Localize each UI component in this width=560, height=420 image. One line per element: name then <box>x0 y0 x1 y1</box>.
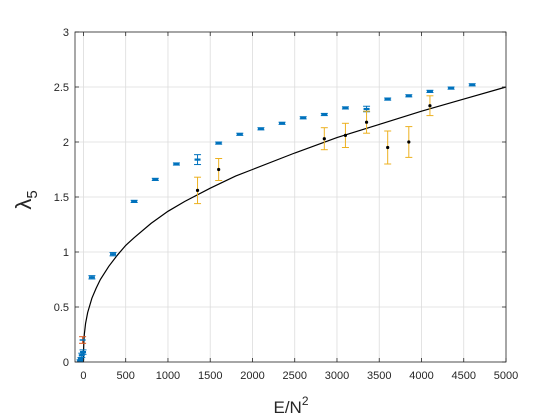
orange-data-point <box>363 110 371 134</box>
x-axis-title: E/N2 <box>273 394 308 417</box>
x-tick-label: 3000 <box>325 370 349 382</box>
blue-data-point <box>447 86 455 90</box>
orange-data-point <box>320 127 328 151</box>
x-tick-label: 500 <box>117 370 135 382</box>
blue-data-point <box>109 252 117 257</box>
black-dot-marker <box>217 167 221 172</box>
y-tick-label: 1 <box>63 247 69 259</box>
y-tick-label: 1.5 <box>54 192 69 204</box>
blue-data-point <box>426 89 434 93</box>
x-tick-label: 5000 <box>494 370 518 382</box>
black-dot-marker <box>428 104 432 108</box>
black-dot-marker <box>364 120 369 124</box>
blue-data-point <box>88 275 96 280</box>
y-axis-title: λ5 <box>11 190 41 209</box>
blue-data-point <box>299 116 307 120</box>
y-tick-label: 3 <box>63 27 69 39</box>
blue-data-point <box>320 112 328 117</box>
blue-data-point <box>278 121 286 125</box>
x-axis-title-superscript: 2 <box>302 394 309 408</box>
y-tick-label: 2 <box>63 137 69 149</box>
orange-data-point <box>341 122 349 148</box>
blue-data-point <box>151 177 159 181</box>
black-dot-marker <box>322 137 326 141</box>
x-tick-label: 4000 <box>409 370 433 382</box>
black-dot-marker <box>343 133 348 137</box>
blue-data-point <box>405 94 413 98</box>
fit-layer <box>82 86 507 363</box>
blue-data-point <box>194 154 202 166</box>
orange-data-point <box>384 130 392 165</box>
x-tick-label: 1000 <box>156 370 180 382</box>
orange-data-point <box>405 126 413 158</box>
black-dot-marker <box>407 140 411 144</box>
blue-data-point <box>130 199 138 203</box>
blue-data-point <box>215 141 223 145</box>
orange-data-point <box>215 158 223 181</box>
y-tick-label: 2.5 <box>54 82 69 94</box>
orange-data-point <box>426 95 434 117</box>
orange-data-point <box>194 176 202 205</box>
blue-data-point <box>468 83 476 87</box>
y-axis-title-subscript: 5 <box>24 190 41 198</box>
blue-data-point <box>384 97 392 101</box>
ticks <box>75 31 507 363</box>
y-tick-label: 0.5 <box>54 302 69 314</box>
x-tick-label: 3500 <box>367 370 391 382</box>
blue-data-point <box>172 162 180 166</box>
blue-data-point <box>341 106 349 110</box>
x-tick-label: 0 <box>80 370 86 382</box>
blue-data-point <box>257 127 265 131</box>
blue-data-point <box>79 349 87 355</box>
black-dot-marker <box>386 145 390 150</box>
x-tick-label: 2500 <box>282 370 306 382</box>
red-data-point <box>79 336 87 344</box>
blue-data-point <box>236 132 244 136</box>
x-tick-label: 1500 <box>198 370 222 382</box>
tick-labels: 0 500 1000 1500 2000 2500 3000 3500 4000 4500 5000… <box>54 27 519 382</box>
fit-curve <box>82 86 507 363</box>
y-axis-title-base: λ <box>11 199 36 210</box>
x-tick-label: 2000 <box>240 370 264 382</box>
black-dot-marker <box>195 188 200 192</box>
y-tick-label: 0 <box>63 357 69 369</box>
x-axis-title-base: E/N <box>273 398 301 417</box>
x-tick-label: 4500 <box>452 370 476 382</box>
